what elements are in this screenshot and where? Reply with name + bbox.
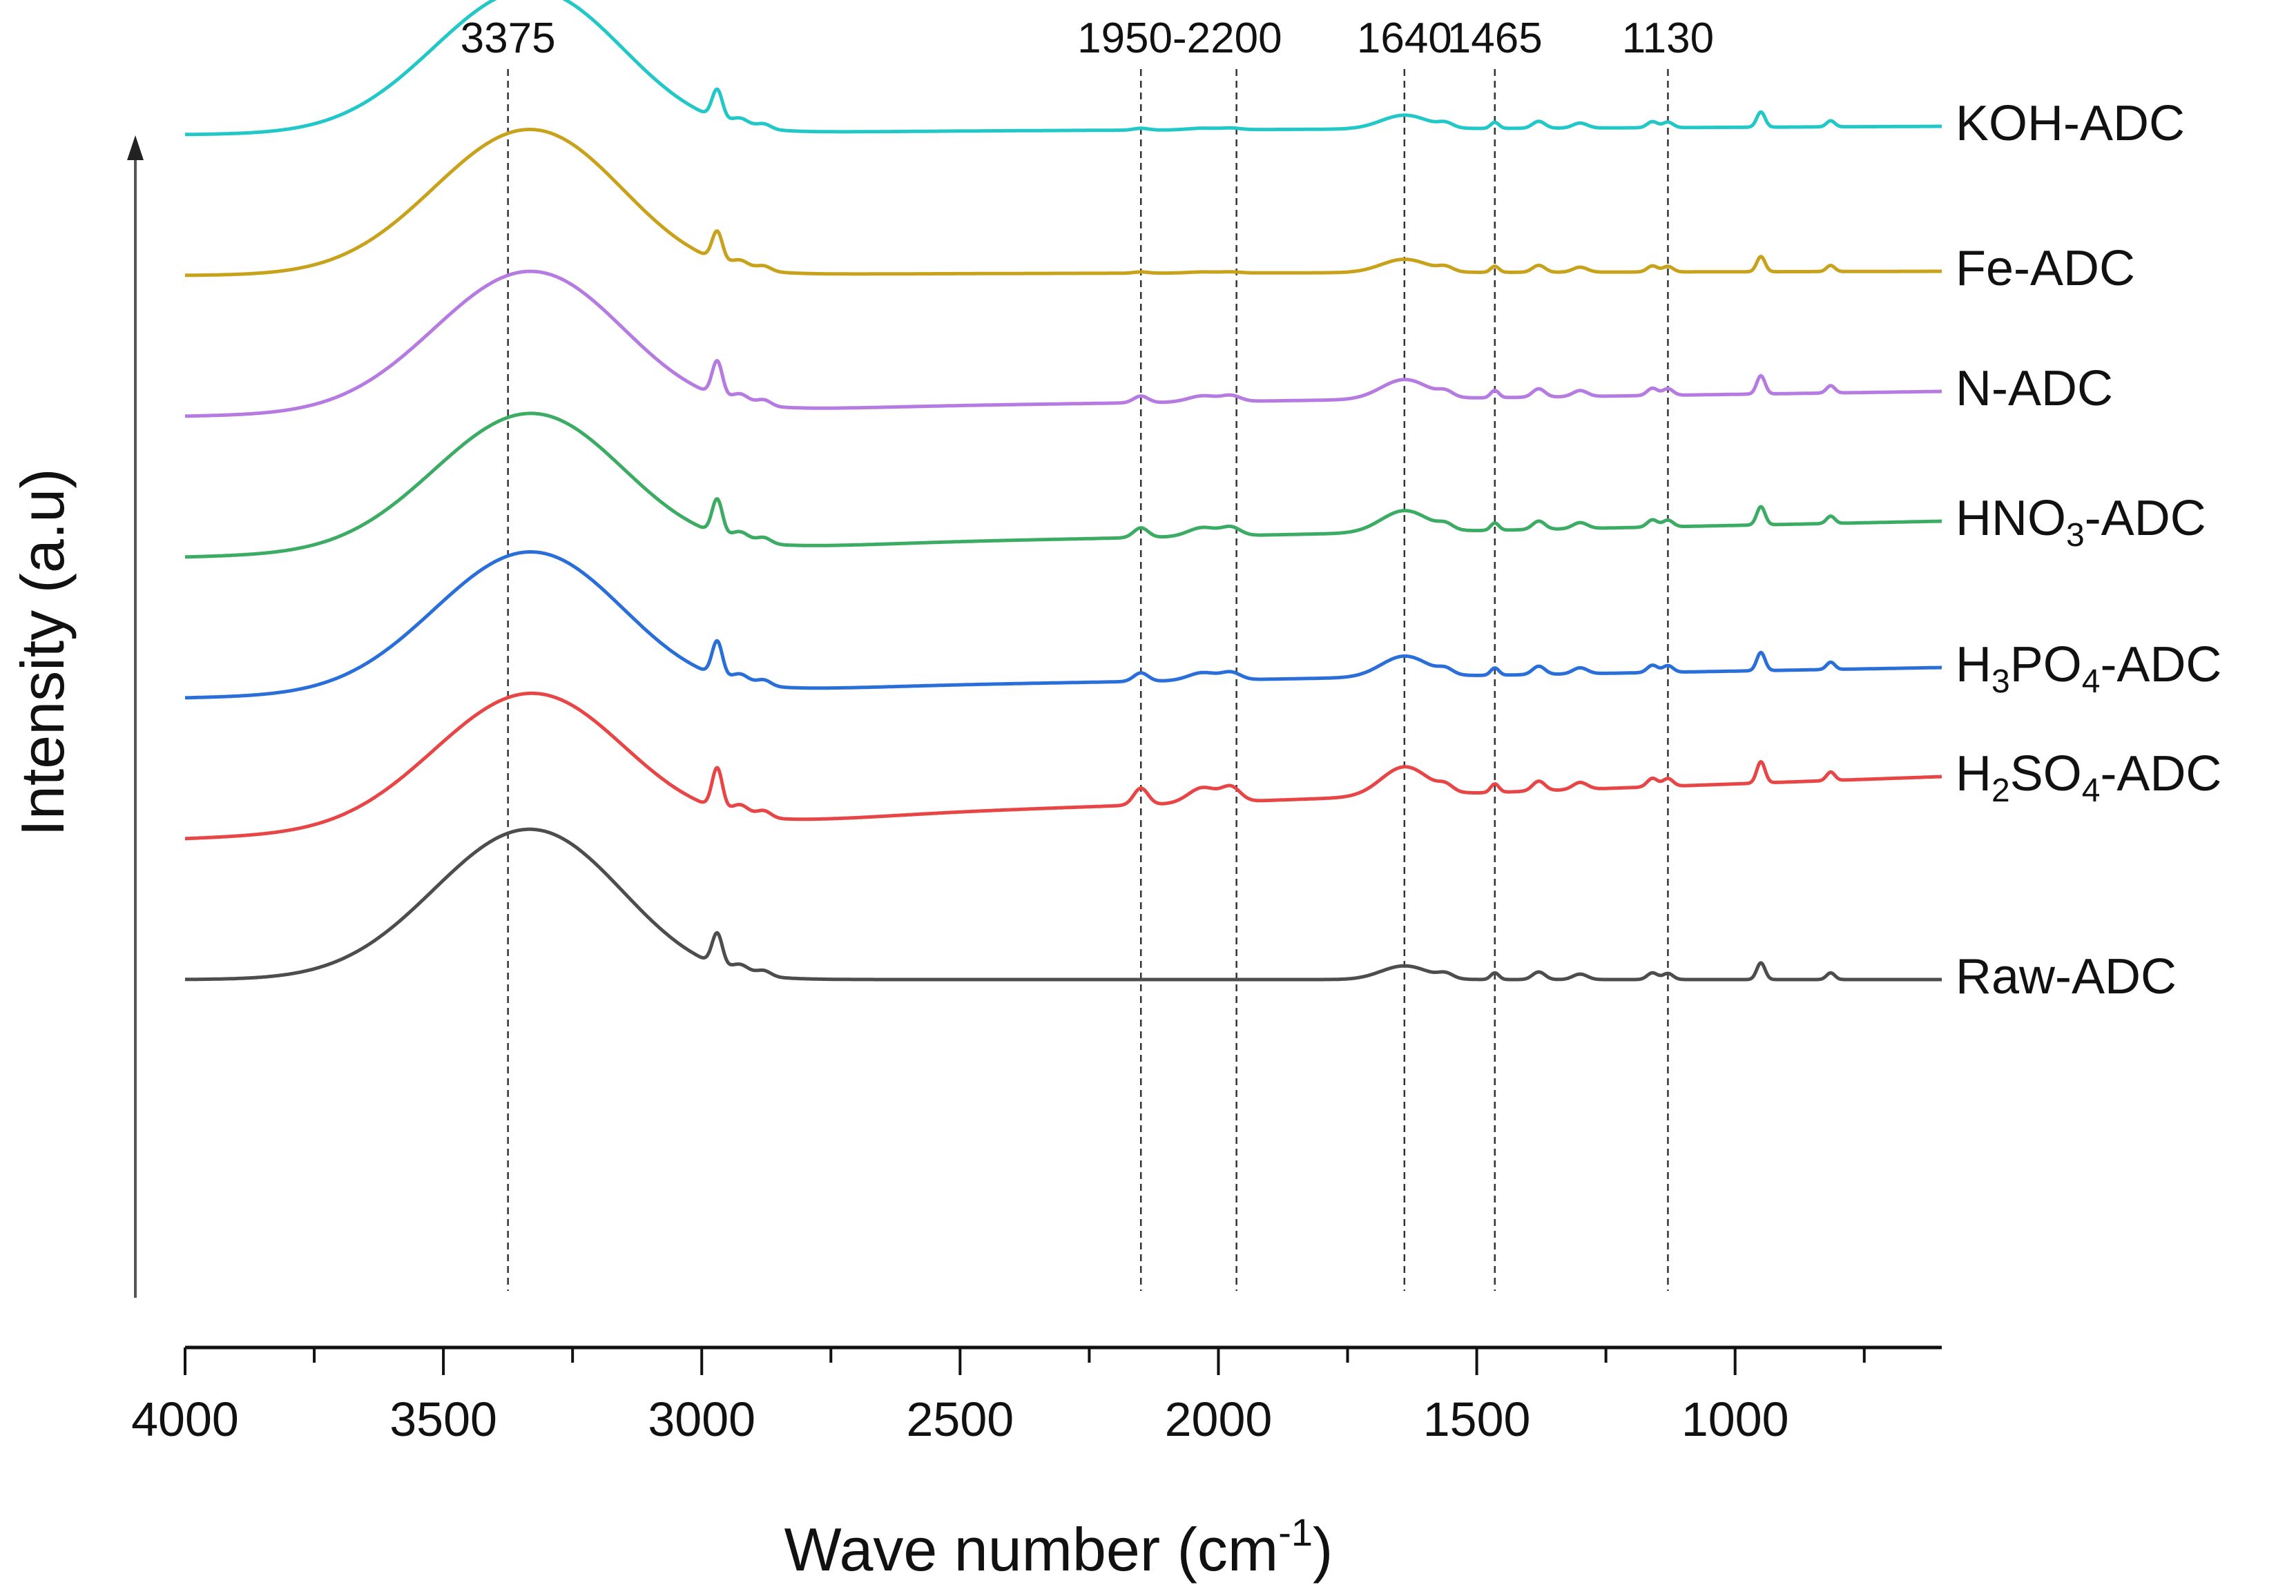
x-axis-title-sup: -1 [1278,1510,1313,1554]
reference-lines [507,69,1669,1291]
x-tick-label-3500: 3500 [389,1392,497,1446]
series-line-HNO3-ADC [184,411,1942,559]
x-tick-label-2000: 2000 [1165,1392,1273,1446]
series-line-KOH-ADC [184,0,1942,137]
series-label-N-ADC: N-ADC [1956,361,2113,416]
series-label-Fe-ADC: Fe-ADC [1956,241,2135,296]
series-label-HNO3-ADC: HNO3-ADC [1956,491,2206,554]
series-line-Fe-ADC [184,128,1942,278]
series-label-H3PO4-ADC: H3PO4-ADC [1956,637,2221,700]
annotation-1465: 1465 [1447,14,1543,62]
series-label-part: 4 [2082,772,2101,809]
series-label-H2SO4-ADC: H2SO4-ADC [1956,746,2221,809]
annotation-1950-2200: 1950-2200 [1077,14,1282,62]
series-label-part: PO [2010,637,2082,692]
series-labels: KOH-ADCFe-ADCN-ADCHNO3-ADCH3PO4-ADCH2SO4… [1956,96,2221,1004]
series-line-H3PO4-ADC [184,550,1942,700]
series-label-KOH-ADC: KOH-ADC [1956,96,2185,151]
series-line-H2SO4-ADC [184,691,1942,841]
series-label-part: H [1956,746,1991,801]
annotation-3375: 3375 [461,14,556,62]
x-tick-label-1500: 1500 [1423,1392,1531,1446]
x-tick-label-3000: 3000 [648,1392,755,1446]
series-label-part: HNO [1956,491,2066,546]
series-line-Raw-ADC [184,827,1942,982]
x-tick-label-1000: 1000 [1681,1392,1789,1446]
series-label-part: 3 [2066,517,2085,554]
series-label-part: -ADC [2085,491,2206,546]
x-axis-title: Wave number (cm-1) [784,1510,1333,1584]
series-label-part: 2 [1991,772,2010,809]
x-axis-ticks: 4000 3500 3000 2500 2000 1500 1000 [131,1347,1866,1446]
x-tick-label-4000: 4000 [131,1392,239,1446]
annotation-1130: 1130 [1622,14,1714,62]
series-label-part: 3 [1991,663,2010,700]
series-line-N-ADC [184,269,1942,418]
y-axis-title: Intensity (a.u) [8,468,77,836]
annotation-1640: 1640 [1357,14,1452,62]
series-label-part: -ADC [2100,746,2221,801]
series-label-part: 4 [2082,663,2101,700]
series-group [184,0,1942,982]
x-axis-title-end: ) [1313,1515,1333,1584]
series-label-part: -ADC [2100,637,2221,692]
series-label-part: H [1956,637,1991,692]
series-label-part: SO [2010,746,2082,801]
x-axis-title-main: Wave number (cm [784,1515,1279,1584]
y-axis-arrowhead [127,135,144,160]
x-tick-label-2500: 2500 [906,1392,1014,1446]
series-label-Raw-ADC: Raw-ADC [1956,949,2177,1004]
